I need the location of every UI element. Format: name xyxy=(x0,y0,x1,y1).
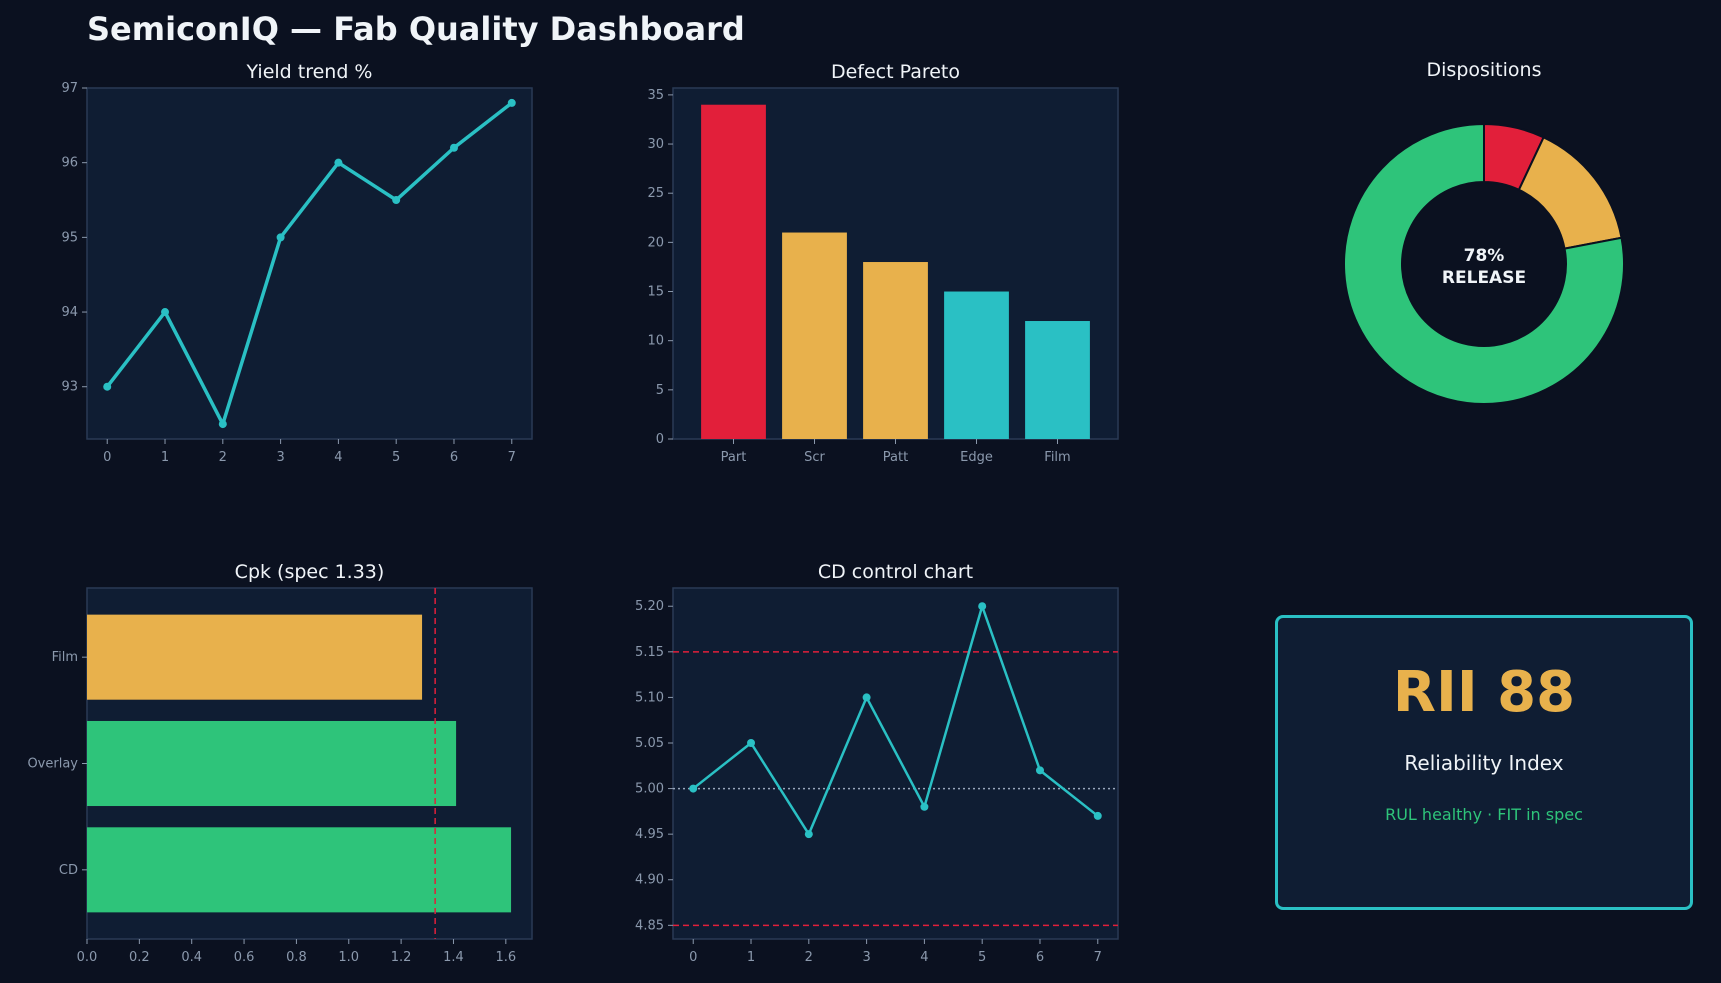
y-tick-label: 4.85 xyxy=(635,918,664,933)
x-tick-label: 1.4 xyxy=(443,950,464,965)
x-tick-label: 0.2 xyxy=(129,950,150,965)
dashboard-title: SemiconIQ — Fab Quality Dashboard xyxy=(87,10,745,48)
y-tick-label: 10 xyxy=(647,334,664,349)
y-tick-label: 5.20 xyxy=(635,599,664,614)
x-tick-label: 7 xyxy=(508,450,516,465)
x-tick-label: 1.0 xyxy=(338,950,359,965)
chart-title: CD control chart xyxy=(818,561,973,583)
y-tick-label: 0 xyxy=(656,432,664,447)
x-tick-label: 1.6 xyxy=(495,950,516,965)
y-tick-label: 35 xyxy=(647,88,664,103)
x-tick-label: 0.6 xyxy=(234,950,255,965)
y-tick-label: 15 xyxy=(647,285,664,300)
kpi-subtitle: RUL healthy · FIT in spec xyxy=(1385,805,1583,824)
y-tick-label: 5.05 xyxy=(635,736,664,751)
cd-plot-area xyxy=(672,587,1119,940)
yield-point xyxy=(392,196,401,205)
x-tick-label: 0 xyxy=(689,950,697,965)
x-tick-label: 5 xyxy=(392,450,400,465)
y-tick-label: CD xyxy=(59,863,78,878)
x-tick-label: Patt xyxy=(883,450,908,465)
x-tick-label: 4 xyxy=(920,950,928,965)
yield-point xyxy=(218,420,227,429)
x-tick-label: 2 xyxy=(805,950,813,965)
cpk-bar-cd xyxy=(87,827,512,913)
pareto-bar-patt xyxy=(863,262,928,439)
x-tick-label: 5 xyxy=(978,950,986,965)
y-tick-label: 5 xyxy=(656,383,664,398)
reliability-kpi-card: RII 88 Reliability Index RUL healthy · F… xyxy=(1275,615,1693,910)
y-tick-label: Overlay xyxy=(27,757,78,772)
cpk-bar-film xyxy=(87,614,423,700)
x-tick-label: 0.4 xyxy=(181,950,202,965)
x-tick-label: 3 xyxy=(862,950,870,965)
y-tick-label: 5.00 xyxy=(635,782,664,797)
yield-point xyxy=(161,308,170,317)
pareto-bar-part xyxy=(701,104,766,439)
y-tick-label: 93 xyxy=(61,380,78,395)
y-tick-label: 97 xyxy=(61,81,78,96)
y-tick-label: 4.90 xyxy=(635,873,664,888)
y-tick-label: 30 xyxy=(647,137,664,152)
cd-point xyxy=(920,802,929,811)
x-tick-label: 4 xyxy=(334,450,342,465)
kpi-value: RII 88 xyxy=(1392,660,1576,725)
y-tick-label: 94 xyxy=(61,305,78,320)
x-tick-label: 6 xyxy=(1036,950,1044,965)
y-tick-label: 25 xyxy=(647,186,664,201)
x-tick-label: 2 xyxy=(219,450,227,465)
chart-title: Yield trend % xyxy=(245,61,372,83)
cd-series-line xyxy=(692,604,1099,836)
pareto-bar-scr xyxy=(782,232,847,439)
yield-series-line xyxy=(105,101,513,426)
x-tick-label: Scr xyxy=(804,450,825,465)
cd-point xyxy=(978,602,987,611)
yield-point xyxy=(334,158,343,167)
cd-point xyxy=(689,784,698,793)
charts-layer: Yield trend % 0 1 2 3 4 5 6 7 93 94 95 96 97 Defect Pa… xyxy=(27,59,1625,965)
yield-point xyxy=(103,382,112,391)
cd-point xyxy=(1093,811,1102,820)
y-tick-label: 96 xyxy=(61,156,78,171)
y-tick-label: 5.15 xyxy=(635,645,664,660)
x-tick-label: 0.8 xyxy=(286,950,307,965)
y-tick-label: 5.10 xyxy=(635,690,664,705)
x-tick-label: Film xyxy=(1044,450,1070,465)
donut-center-label: RELEASE xyxy=(1442,268,1526,288)
x-tick-label: 0 xyxy=(103,450,111,465)
y-tick-label: 95 xyxy=(61,230,78,245)
x-tick-label: Part xyxy=(721,450,747,465)
cd-point xyxy=(862,693,871,702)
cd-point xyxy=(1035,766,1044,775)
donut-center-value: 78% xyxy=(1464,246,1505,266)
x-tick-label: 1 xyxy=(747,950,755,965)
pareto-bar-film xyxy=(1025,321,1090,439)
disposition-slice-2 xyxy=(1343,122,1625,405)
x-tick-label: 0.0 xyxy=(77,950,98,965)
y-tick-label: 20 xyxy=(647,235,664,250)
x-tick-label: 7 xyxy=(1094,950,1102,965)
y-tick-label: Film xyxy=(52,650,78,665)
pareto-bar-edge xyxy=(944,291,1009,439)
cd-point xyxy=(804,830,813,839)
x-tick-label: Edge xyxy=(960,450,993,465)
x-tick-label: 3 xyxy=(276,450,284,465)
chart-title: Dispositions xyxy=(1427,59,1542,81)
cd-point xyxy=(747,738,756,747)
yield-point xyxy=(507,98,516,107)
y-tick-label: 4.95 xyxy=(635,827,664,842)
yield-point xyxy=(276,233,285,242)
kpi-label: Reliability Index xyxy=(1404,751,1564,775)
chart-title: Defect Pareto xyxy=(831,61,960,83)
chart-title: Cpk (spec 1.33) xyxy=(235,561,385,583)
x-tick-label: 6 xyxy=(450,450,458,465)
yield-point xyxy=(449,143,458,152)
x-tick-label: 1 xyxy=(161,450,169,465)
cpk-bar-overlay xyxy=(87,720,457,807)
x-tick-label: 1.2 xyxy=(391,950,412,965)
